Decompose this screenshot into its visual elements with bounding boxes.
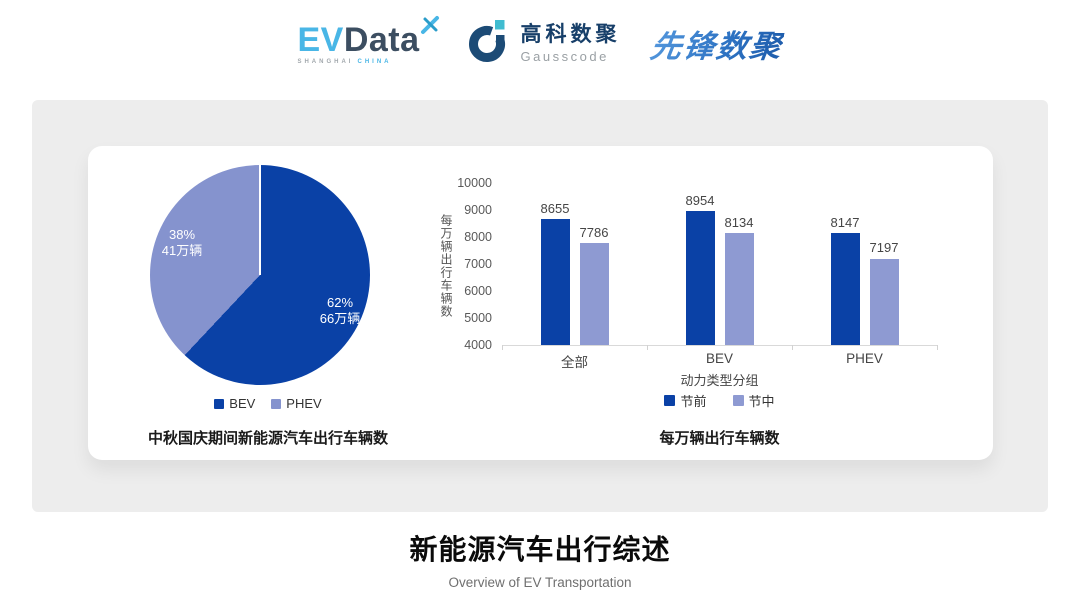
legend-label: 节前 [680, 394, 707, 409]
pie-legend-item-bev: BEV [214, 396, 255, 411]
evdata-data-text: Data [343, 20, 420, 59]
evdata-logo: EVData SHANGHAI CHINA [297, 15, 439, 65]
bar-value-label: 8147 [830, 214, 860, 230]
axis-tick-mark [502, 345, 503, 350]
pie-phev-amount: 41万辆 [161, 243, 203, 259]
evdata-shanghai-text: SHANGHAI [297, 58, 354, 65]
bar-group: 8954 8134 [647, 183, 792, 345]
bar-group: 8147 7197 [792, 183, 937, 345]
pie-chart: 38% 41万辆 62% 66万辆 [150, 165, 370, 385]
bar-value-label: 8655 [540, 201, 570, 217]
bar-plot: 8655 7786 8954 8134 8147 7197 [502, 183, 937, 345]
logo-header: EVData SHANGHAI CHINA 高科数聚 [0, 15, 1080, 69]
axis-tick-mark [937, 345, 938, 350]
bar [869, 258, 899, 345]
y-tick-label: 5000 [464, 311, 492, 325]
legend-label: 节中 [748, 394, 775, 409]
chart-card: 38% 41万辆 62% 66万辆 BEV PHEV 中秋国庆期间新能源汽车 [88, 146, 993, 460]
page-subtitle: Overview of EV Transportation [448, 575, 632, 590]
bar-legend-item: 节中 [732, 391, 775, 410]
bar-with-label: 8134 [724, 215, 754, 345]
pie-legend-item-phev: PHEV [271, 396, 322, 411]
evdata-x-icon [420, 15, 440, 40]
axis-tick-mark [792, 345, 793, 350]
bar [830, 233, 860, 345]
bar-with-label: 8655 [540, 201, 570, 345]
bar-value-label: 7197 [869, 240, 899, 256]
x-axis-label: 动力类型分组 [680, 373, 759, 388]
bar [540, 219, 570, 345]
pie-chart-section: 38% 41万辆 62% 66万辆 BEV PHEV 中秋国庆期间新能源汽车 [88, 146, 448, 460]
y-tick-label: 7000 [464, 257, 492, 271]
evdata-wordmark: EVData [297, 23, 419, 57]
bar-with-label: 7197 [869, 240, 899, 345]
gausscode-text: 高科数聚 Gausscode [521, 23, 621, 63]
y-tick-label: 6000 [464, 284, 492, 298]
x-category-label: 全部 [561, 355, 588, 370]
bar-chart-section: 每万辆出行车辆数 10000 9000 8000 7000 6000 5000 4000 8… [428, 146, 993, 460]
x-axis-ticks [502, 345, 938, 350]
pie-legend-label-phev: PHEV [286, 396, 322, 411]
gausscode-cn-name: 高科数聚 [520, 23, 621, 47]
y-tick-label: 4000 [464, 338, 492, 352]
bar-with-label: 8954 [685, 192, 715, 345]
bar-group: 8655 7786 [502, 183, 647, 345]
legend-swatch-phev [271, 398, 282, 409]
pie-phev-percent: 38% [168, 227, 196, 242]
gausscode-en-name: Gausscode [520, 48, 609, 64]
bar-value-label: 8134 [724, 215, 754, 231]
pie-label-bev: 62% 66万辆 [308, 295, 372, 328]
pie-bev-percent: 62% [326, 295, 354, 310]
bar-with-label: 7786 [579, 224, 609, 345]
page-title-block: 新能源汽车出行综述 Overview of EV Transportation [0, 528, 1080, 590]
y-ticks: 10000 9000 8000 7000 6000 5000 4000 [442, 175, 492, 353]
pie-legend-label-bev: BEV [229, 396, 256, 411]
x-axis-line [502, 345, 937, 346]
y-tick-label: 10000 [457, 176, 492, 190]
bar-with-label: 8147 [830, 214, 860, 345]
evdata-subtext: SHANGHAI CHINA [297, 59, 419, 65]
y-tick-label: 9000 [464, 203, 492, 217]
legend-swatch [732, 395, 744, 406]
y-axis-label: 每万辆出行车辆数 [439, 214, 453, 318]
x-category-label: BEV [705, 351, 733, 366]
pie-chart-title: 中秋国庆期间新能源汽车出行车辆数 [147, 430, 388, 447]
bar [724, 233, 754, 345]
x-category-label: PHEV [846, 351, 883, 366]
legend-swatch-bev [214, 398, 225, 409]
bar [685, 211, 715, 345]
legend-swatch [664, 395, 676, 406]
xianfeng-logo: 先锋数聚 [647, 21, 785, 66]
bar [579, 242, 609, 345]
evdata-china-text: CHINA [357, 58, 392, 65]
evdata-ev-text: EV [297, 20, 344, 59]
bar-value-label: 7786 [579, 224, 609, 240]
gausscode-g-icon [468, 18, 512, 69]
axis-tick-mark [647, 345, 648, 350]
pie-label-phev: 38% 41万辆 [150, 227, 214, 260]
pie-legend: BEV PHEV [88, 396, 448, 411]
gausscode-logo: 高科数聚 Gausscode [468, 18, 621, 69]
bar-value-label: 8954 [685, 192, 715, 208]
pie-bev-amount: 66万辆 [319, 311, 361, 327]
bar-legend-item: 节前 [664, 391, 707, 410]
bar-legend: 节前 节中 [502, 391, 937, 410]
bar-chart-title: 每万辆出行车辆数 [659, 430, 780, 447]
page-title: 新能源汽车出行综述 [409, 534, 671, 565]
x-categories: 全部 BEV PHEV [502, 351, 937, 371]
y-tick-label: 8000 [464, 230, 492, 244]
